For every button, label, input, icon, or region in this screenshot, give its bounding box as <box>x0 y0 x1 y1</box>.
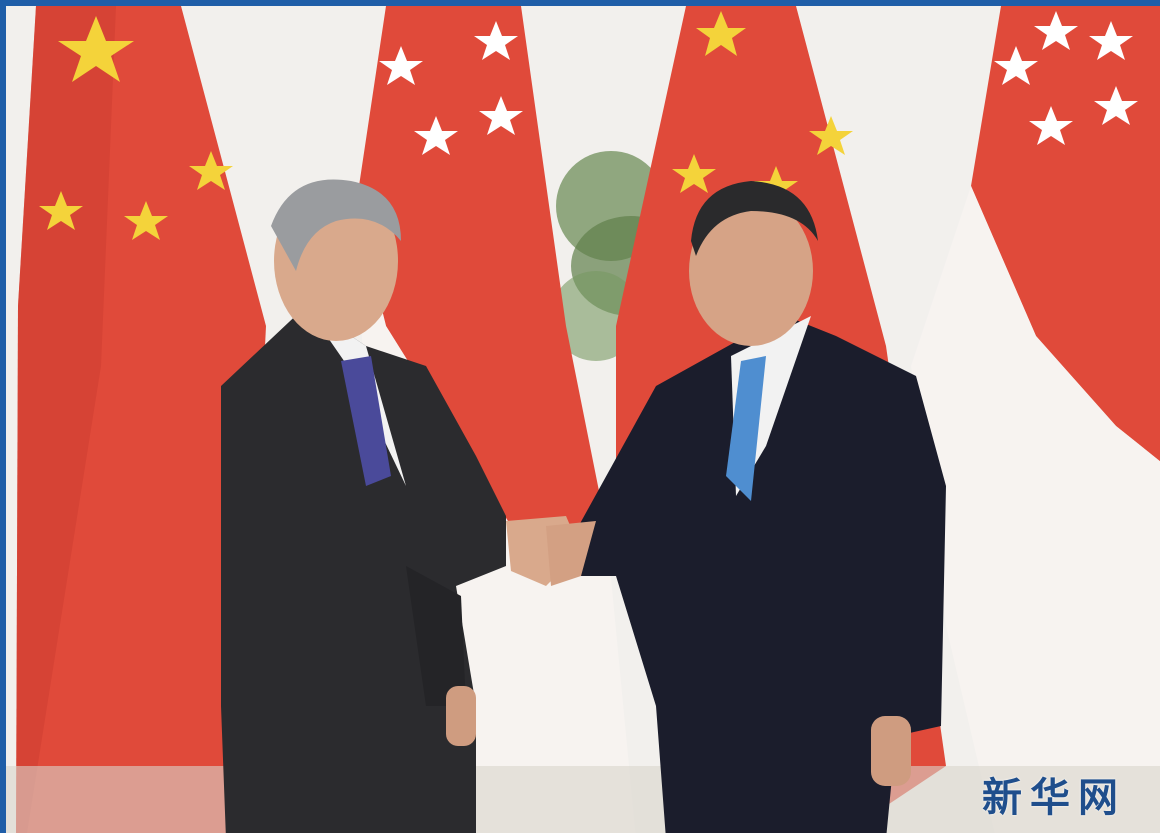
xinhua-watermark: 新华网 <box>982 775 1126 821</box>
person-right <box>546 181 946 833</box>
china-flag-left <box>16 6 266 833</box>
singapore-flag-right <box>911 6 1160 833</box>
person-left <box>221 179 581 833</box>
floor <box>6 766 1160 833</box>
photo-scene <box>6 6 1160 833</box>
